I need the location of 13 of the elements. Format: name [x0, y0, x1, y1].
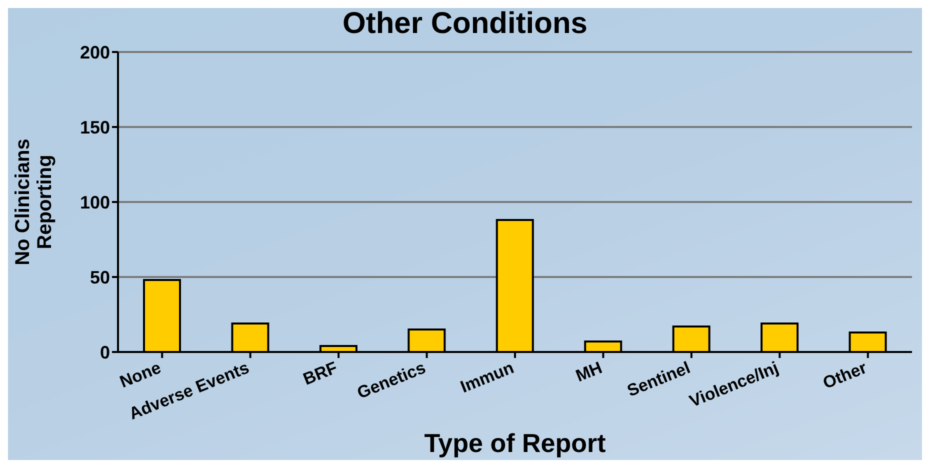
- x-tick-label: None: [117, 358, 164, 392]
- x-axis-title: Type of Report: [424, 428, 606, 458]
- y-tick-label: 50: [90, 267, 110, 288]
- x-tick-label: BRF: [300, 358, 340, 389]
- y-tick-label: 100: [80, 192, 110, 212]
- y-tick-label: 150: [80, 117, 110, 138]
- x-tick-label: MH: [573, 358, 605, 386]
- y-axis-title: No Clinicians Reporting: [12, 138, 56, 266]
- chart-title: Other Conditions: [342, 7, 588, 40]
- x-tick-label: Immun: [458, 358, 516, 397]
- y-tick-label: 200: [80, 42, 110, 62]
- y-tick-label: 0: [100, 342, 110, 362]
- x-tick-label: Other: [820, 358, 870, 393]
